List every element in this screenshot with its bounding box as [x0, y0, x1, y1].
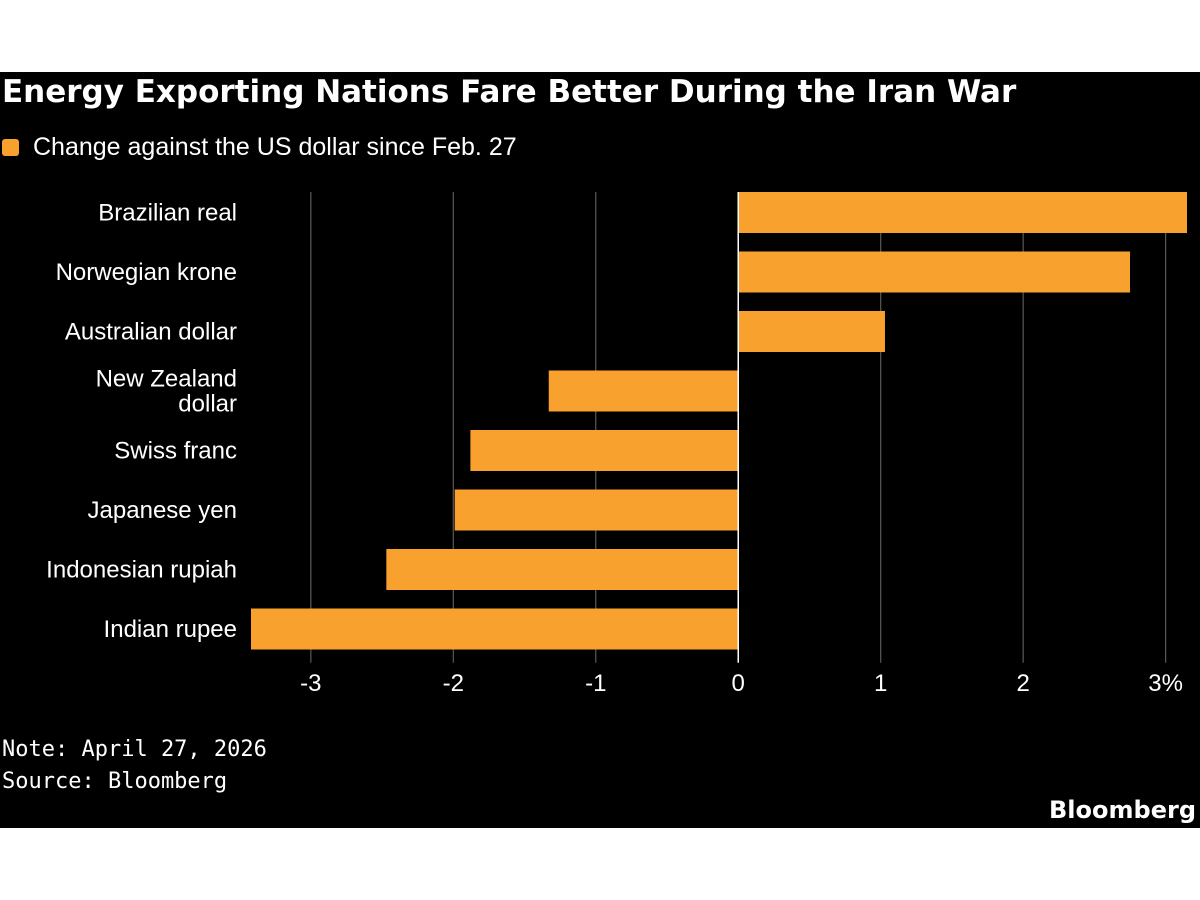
x-axis-ticks: -3 -2 -1 0 1 2 3% [300, 670, 1183, 697]
bloomberg-logo: Bloomberg [1049, 796, 1196, 824]
bar [738, 311, 885, 352]
category-label-line: Norwegian krone [56, 259, 237, 286]
x-tick-label: 2 [1016, 670, 1029, 697]
category-label: Indonesian rupiah [46, 557, 237, 584]
category-label-line: dollar [178, 391, 237, 418]
category-label: Japanese yen [88, 497, 237, 524]
chart-title: Energy Exporting Nations Fare Better Dur… [2, 74, 1017, 110]
category-label: Brazilian real [98, 200, 237, 227]
bar [386, 549, 739, 590]
bars [251, 192, 1187, 663]
category-label: New Zealand dollar [96, 366, 237, 418]
x-tick-label: 1 [874, 670, 887, 697]
bar [548, 370, 739, 412]
legend-swatch [2, 138, 19, 156]
x-tick-label: -1 [585, 670, 606, 697]
x-tick-label: 0 [732, 670, 745, 697]
category-label-line: Japanese yen [88, 497, 237, 524]
category-label: Norwegian krone [56, 259, 237, 286]
category-label-line: Brazilian real [98, 200, 237, 227]
category-label-line: Swiss franc [114, 438, 237, 465]
legend-label: Change against the US dollar since Feb. … [33, 132, 517, 161]
category-label-line: Indian rupee [104, 616, 237, 643]
category-label: Australian dollar [65, 319, 237, 346]
legend: Change against the US dollar since Feb. … [2, 132, 517, 162]
source-text: Source: Bloomberg [2, 769, 228, 794]
category-label-line: Indonesian rupiah [46, 557, 237, 584]
footnote: Note: April 27, 2026 Source: Bloomberg [2, 734, 267, 798]
category-labels: Brazilian real Norwegian krone Australian … [46, 200, 237, 644]
x-tick-label: -3 [300, 670, 321, 697]
bar [738, 251, 1131, 293]
x-tick-label: 3% [1148, 670, 1183, 697]
x-tick-label: -2 [443, 670, 464, 697]
bar [470, 430, 739, 471]
bar-chart: Brazilian real Norwegian krone Australian … [46, 192, 1187, 697]
bar [738, 192, 1187, 233]
category-label-line: Australian dollar [65, 319, 237, 346]
note-text: Note: April 27, 2026 [2, 737, 267, 762]
bar [251, 608, 739, 650]
category-label-line: New Zealand [96, 366, 237, 393]
category-label: Indian rupee [104, 616, 237, 643]
bar [454, 489, 739, 531]
category-label: Swiss franc [114, 438, 237, 465]
